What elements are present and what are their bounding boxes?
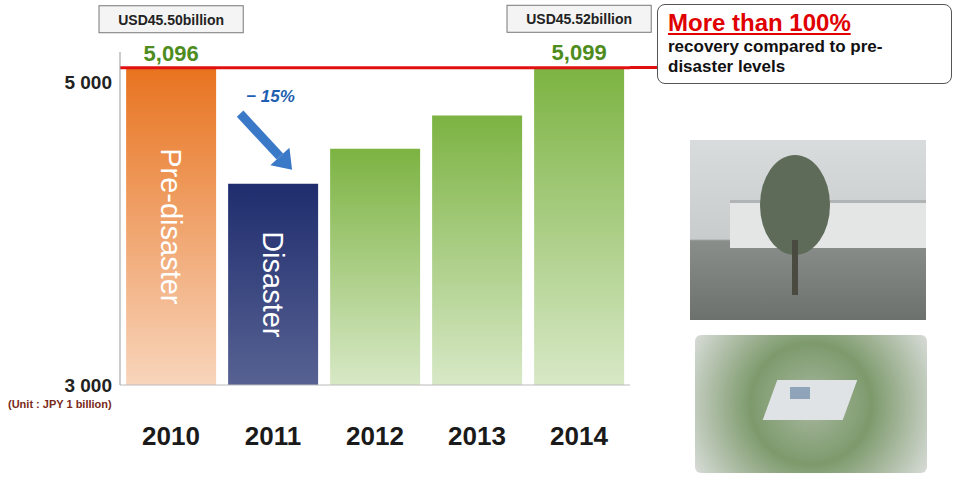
svg-text:− 15%: − 15% — [246, 87, 295, 106]
svg-text:USD45.52billion: USD45.52billion — [526, 11, 632, 27]
svg-text:Pre-disaster: Pre-disaster — [155, 148, 187, 305]
svg-text:2013: 2013 — [448, 421, 506, 451]
svg-text:2010: 2010 — [142, 421, 200, 451]
svg-text:5,096: 5,096 — [144, 41, 199, 66]
svg-text:2014: 2014 — [550, 421, 608, 451]
svg-text:USD45.50billion: USD45.50billion — [118, 12, 224, 28]
svg-text:2012: 2012 — [346, 421, 404, 451]
svg-text:2011: 2011 — [245, 421, 301, 451]
svg-text:Disaster: Disaster — [257, 231, 289, 338]
svg-text:5,099: 5,099 — [552, 40, 607, 65]
html-text:recovery compared to pre-disas: recovery compared to pre-disaster levels — [668, 37, 883, 76]
svg-text:3 000: 3 000 — [64, 375, 112, 396]
html-text:More than 100%: More than 100% — [668, 9, 851, 36]
html-text:(Unit : JPY 1 billion): (Unit : JPY 1 billion) — [8, 398, 112, 410]
svg-text:5 000: 5 000 — [64, 72, 112, 93]
